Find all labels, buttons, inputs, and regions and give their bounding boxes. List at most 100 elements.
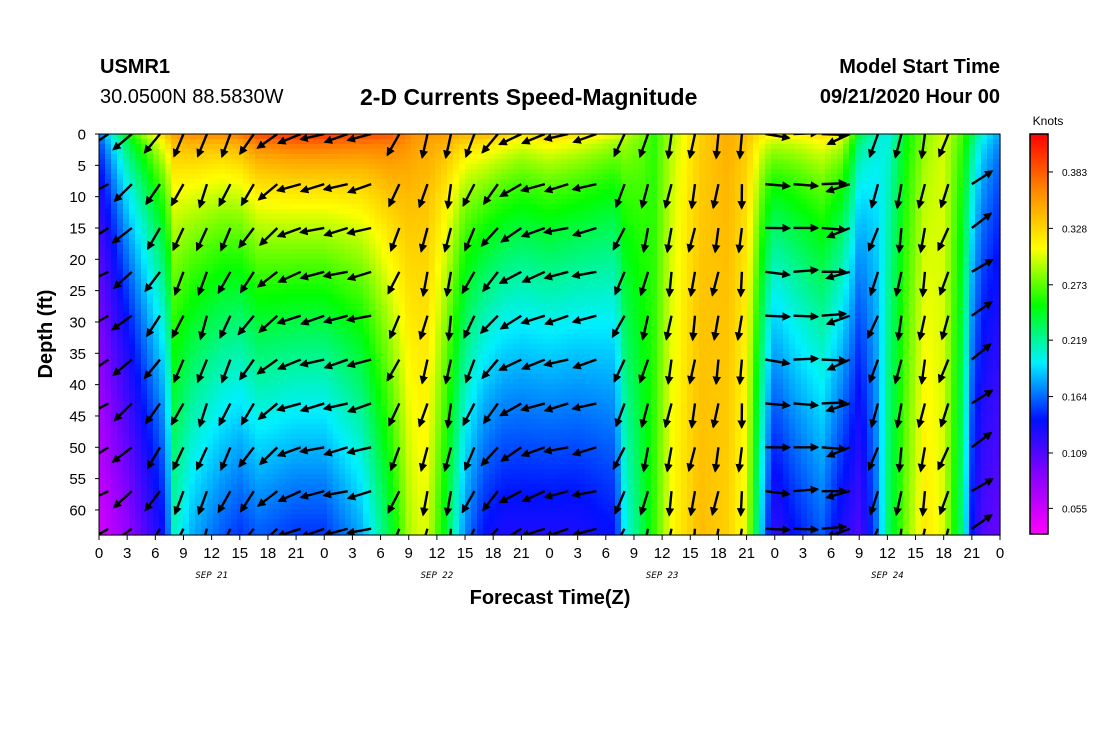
heatmap-cell — [345, 384, 352, 390]
heatmap-cell — [189, 174, 196, 180]
heatmap-cell — [303, 434, 310, 440]
heatmap-cell — [369, 219, 376, 225]
heatmap-cell — [237, 234, 244, 240]
heatmap-cell — [321, 199, 328, 205]
heatmap-cell — [129, 154, 136, 160]
heatmap-cell — [123, 509, 130, 515]
heatmap-cell — [411, 379, 418, 385]
heatmap-cell — [351, 174, 358, 180]
heatmap-cell — [363, 204, 370, 210]
heatmap-cell — [153, 419, 160, 425]
heatmap-cell — [207, 394, 214, 400]
heatmap-cell — [453, 469, 460, 475]
heatmap-cell — [129, 364, 136, 370]
heatmap-cell — [111, 204, 118, 210]
heatmap-cell — [249, 509, 256, 515]
heatmap-cell — [267, 414, 274, 420]
heatmap-cell — [135, 499, 142, 505]
heatmap-cell — [183, 374, 190, 380]
heatmap-cell — [255, 219, 262, 225]
heatmap-cell — [309, 149, 316, 155]
heatmap-cell — [327, 379, 334, 385]
heatmap-cell — [285, 224, 292, 230]
heatmap-cell — [255, 494, 262, 500]
heatmap-cell — [423, 324, 430, 330]
heatmap-cell — [237, 364, 244, 370]
heatmap-cell — [129, 369, 136, 375]
heatmap-cell — [207, 314, 214, 320]
heatmap-cell — [165, 274, 172, 280]
heatmap-cell — [411, 289, 418, 295]
heatmap-cell — [141, 249, 148, 255]
heatmap-cell — [297, 514, 304, 520]
heatmap-cell — [225, 189, 232, 195]
heatmap-cell — [465, 174, 472, 180]
heatmap-cell — [231, 364, 238, 370]
heatmap-cell — [345, 174, 352, 180]
heatmap-cell — [411, 154, 418, 160]
heatmap-cell — [387, 254, 394, 260]
heatmap-cell — [105, 504, 112, 510]
heatmap-cell — [135, 189, 142, 195]
heatmap-cell — [99, 304, 106, 310]
heatmap-cell — [159, 219, 166, 225]
heatmap-cell — [159, 484, 166, 490]
heatmap-cell — [111, 449, 118, 455]
heatmap-cell — [165, 199, 172, 205]
heatmap-cell — [213, 459, 220, 465]
heatmap-cell — [165, 284, 172, 290]
heatmap-cell — [219, 359, 226, 365]
heatmap-cell — [405, 384, 412, 390]
heatmap-cell — [255, 289, 262, 295]
heatmap-cell — [135, 154, 142, 160]
heatmap-cell — [411, 399, 418, 405]
heatmap-cell — [411, 194, 418, 200]
heatmap-cell — [237, 199, 244, 205]
heatmap-cell — [171, 144, 178, 150]
heatmap-cell — [411, 414, 418, 420]
heatmap-cell — [213, 154, 220, 160]
heatmap-cell — [189, 184, 196, 190]
heatmap-cell — [417, 489, 424, 495]
heatmap-cell — [453, 334, 460, 340]
heatmap-cell — [399, 309, 406, 315]
heatmap-cell — [411, 254, 418, 260]
heatmap-cell — [357, 449, 364, 455]
heatmap-cell — [333, 499, 340, 505]
heatmap-cell — [423, 169, 430, 175]
heatmap-cell — [459, 239, 466, 245]
heatmap-cell — [447, 389, 454, 395]
heatmap-cell — [363, 269, 370, 275]
heatmap-cell — [231, 164, 238, 170]
heatmap-cell — [357, 304, 364, 310]
heatmap-cell — [207, 319, 214, 325]
heatmap-cell — [201, 164, 208, 170]
heatmap-cell — [327, 349, 334, 355]
heatmap-cell — [129, 404, 136, 410]
heatmap-cell — [99, 269, 106, 275]
heatmap-cell — [321, 159, 328, 165]
heatmap-cell — [201, 399, 208, 405]
heatmap-cell — [135, 389, 142, 395]
heatmap-cell — [285, 309, 292, 315]
heatmap-cell — [249, 469, 256, 475]
heatmap-cell — [141, 334, 148, 340]
heatmap-cell — [375, 184, 382, 190]
heatmap-cell — [327, 459, 334, 465]
heatmap-cell — [111, 409, 118, 415]
heatmap-cell — [213, 469, 220, 475]
heatmap-cell — [237, 189, 244, 195]
heatmap-cell — [351, 154, 358, 160]
heatmap-cell — [111, 529, 118, 535]
heatmap-cell — [267, 269, 274, 275]
heatmap-cell — [381, 314, 388, 320]
heatmap-cell — [135, 309, 142, 315]
heatmap-cell — [99, 309, 106, 315]
heatmap-cell — [465, 309, 472, 315]
heatmap-cell — [291, 304, 298, 310]
heatmap-cell — [201, 514, 208, 520]
heatmap-cell — [231, 339, 238, 345]
heatmap-cell — [123, 214, 130, 220]
heatmap-cell — [267, 284, 274, 290]
heatmap-cell — [429, 369, 436, 375]
